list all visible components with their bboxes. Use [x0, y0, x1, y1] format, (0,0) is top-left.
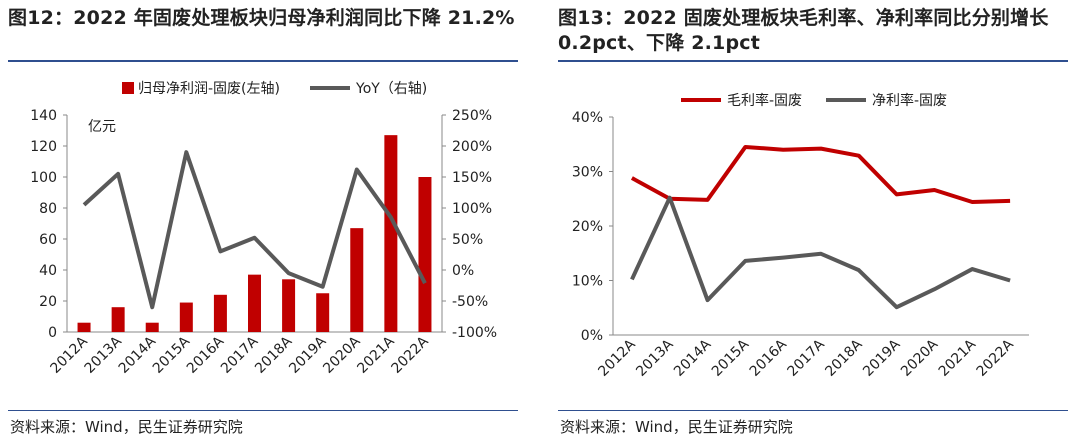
bar-net-profit — [418, 177, 432, 332]
right-axis-tick-label: 100% — [452, 201, 492, 217]
line-net-margin — [630, 195, 1011, 310]
x-axis-tick-label: 2022A — [974, 336, 1018, 380]
right-axis-tick-label: 50% — [452, 232, 483, 248]
bar-net-profit — [350, 228, 364, 332]
x-axis-tick-label: 2015A — [150, 333, 194, 377]
bar-net-profit — [248, 274, 261, 332]
left-axis-tick-label: 60 — [39, 232, 57, 248]
left-axis-tick-label: 120 — [30, 139, 57, 155]
y-axis-tick-label: 10% — [572, 274, 603, 290]
x-axis-tick-label: 2013A — [633, 336, 677, 380]
left-axis-tick-label: 140 — [30, 108, 57, 124]
bar-net-profit — [111, 307, 125, 332]
unit-label: 亿元 — [88, 119, 116, 135]
figure-13-chart: 0%10%20%30%40%2012A2013A2014A2015A2016A2… — [572, 92, 1029, 380]
y-axis-tick-label: 30% — [572, 165, 603, 181]
figure-13-source: 资料来源：Wind，民生证券研究院 — [560, 418, 793, 436]
bar-net-profit — [145, 322, 159, 332]
right-axis-tick-label: 150% — [452, 170, 492, 186]
right-axis-tick-label: -100% — [452, 325, 497, 341]
x-axis-tick-label: 2018A — [822, 336, 866, 380]
x-axis-tick-label: 2014A — [116, 333, 160, 377]
x-axis-tick-label: 2017A — [218, 333, 262, 377]
figure-12-panel: 图12：2022 年固废处理板块归母净利润同比下降 21.2% 0 20 40 60 8… — [0, 0, 525, 444]
left-axis-tick-label: 20 — [39, 294, 57, 310]
legend-label-bar: 归母净利润-固废(左轴) — [138, 80, 280, 97]
x-axis-tick-label: 2019A — [286, 333, 330, 377]
x-axis-tick-label: 2021A — [936, 336, 980, 380]
figure-12-title: 图12：2022 年固废处理板块归母净利润同比下降 21.2% — [8, 7, 515, 29]
bar-net-profit — [77, 322, 91, 332]
x-axis-tick-label: 2020A — [320, 333, 364, 377]
y-axis-tick-label: 0% — [581, 328, 603, 344]
figure-13-top-rule — [558, 60, 1068, 62]
x-axis-tick-label: 2018A — [252, 333, 296, 377]
x-axis-tick-label: 2016A — [747, 336, 791, 380]
figure-12-chart: 0 20 40 60 80 100 120 140 -100% -50% 0% 50% 100% 150%… — [30, 80, 497, 377]
legend-label-net-margin: 净利率-固废 — [872, 92, 947, 109]
x-axis-tick-label: 2013A — [82, 333, 126, 377]
x-axis-tick-label: 2021A — [354, 333, 398, 377]
right-axis-tick-label: -50% — [452, 294, 488, 310]
figure-12-bottom-rule — [8, 410, 518, 411]
x-axis-tick-label: 2017A — [785, 336, 829, 380]
x-axis-tick-label: 2020A — [898, 336, 942, 380]
bar-net-profit — [179, 302, 193, 332]
left-axis-tick-label: 40 — [39, 263, 57, 279]
left-axis-tick-label: 100 — [30, 170, 57, 186]
x-axis-tick-label: 2019A — [860, 336, 904, 380]
right-axis-tick-label: 0% — [452, 263, 474, 279]
y-axis-tick-label: 20% — [572, 219, 603, 235]
legend-label-gross-margin: 毛利率-固废 — [727, 92, 802, 109]
figure-12-top-rule — [8, 60, 518, 62]
x-axis-tick-label: 2014A — [671, 336, 715, 380]
legend-label-line: YoY（右轴) — [355, 81, 427, 97]
figure-12-source: 资料来源：Wind，民生证券研究院 — [10, 418, 243, 436]
bar-net-profit — [282, 279, 296, 332]
right-axis-tick-label: 200% — [452, 139, 492, 155]
right-axis-tick-label: 250% — [452, 108, 492, 124]
bar-net-profit — [213, 294, 227, 332]
bar-net-profit — [316, 293, 330, 332]
x-axis-tick-label: 2016A — [184, 333, 228, 377]
figure-13-title: 图13：2022 固废处理板块毛利率、净利率同比分别增长 0.2pct、下降 2… — [558, 7, 1049, 54]
line-gross-margin — [630, 144, 1011, 205]
bar-net-profit — [384, 135, 398, 332]
legend-swatch-bar — [122, 82, 134, 94]
x-axis-tick-label: 2022A — [388, 333, 432, 377]
y-axis-tick-label: 40% — [572, 110, 603, 126]
left-axis-tick-label: 80 — [39, 201, 57, 217]
left-axis-tick-label: 0 — [48, 325, 57, 341]
figure-13-bottom-rule — [558, 410, 1068, 411]
x-axis-tick-label: 2015A — [709, 336, 753, 380]
figure-13-panel: 图13：2022 固废处理板块毛利率、净利率同比分别增长 0.2pct、下降 2… — [550, 0, 1075, 444]
